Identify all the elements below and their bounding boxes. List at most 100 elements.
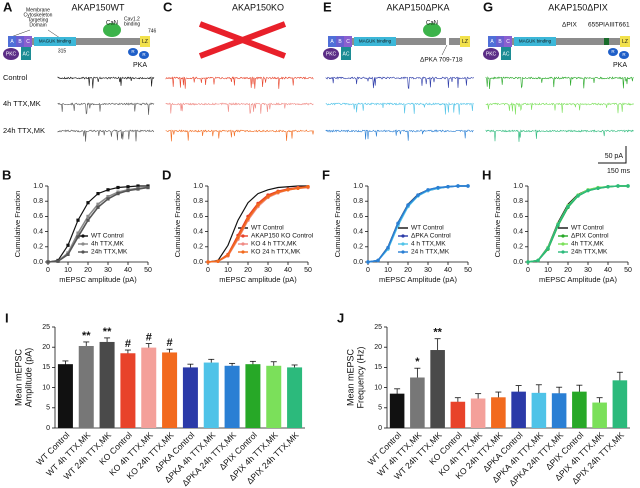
x-tick-label: 30 bbox=[264, 267, 272, 274]
basic-region bbox=[8, 36, 16, 47]
panel-label: I bbox=[5, 310, 9, 325]
y-tick-label: 0.2 bbox=[33, 244, 43, 251]
pka-label: PKA bbox=[133, 62, 147, 69]
bar bbox=[99, 341, 115, 428]
legend-label: 4 h TTX,MK bbox=[411, 241, 446, 248]
panel-label: A bbox=[3, 0, 13, 14]
protein-backbone bbox=[488, 38, 630, 45]
legend-marker bbox=[401, 242, 405, 246]
bar bbox=[592, 402, 607, 428]
pka-label: PKA bbox=[613, 62, 627, 69]
pkc bbox=[3, 48, 19, 60]
can bbox=[423, 23, 441, 37]
region-label: C bbox=[346, 39, 350, 45]
trace-label: Control bbox=[3, 73, 28, 82]
point bbox=[586, 188, 590, 193]
basic-region bbox=[488, 36, 496, 47]
x-axis-label: mEPSC Amplitude (pA) bbox=[379, 275, 457, 284]
bar bbox=[470, 398, 486, 428]
domain-label: Domain bbox=[29, 22, 46, 28]
x-axis-label: mEPSC amplitude (pA) bbox=[219, 275, 297, 284]
y-tick-label: 5 bbox=[46, 405, 50, 412]
y-axis-label: Amplitude (pA) bbox=[23, 348, 33, 408]
point bbox=[86, 214, 90, 218]
pkc-label: PKC bbox=[6, 51, 17, 57]
point bbox=[376, 258, 380, 263]
deletion-label: ΔPIX bbox=[562, 22, 577, 29]
y-axis-label: Cumulative Fraction bbox=[13, 191, 22, 258]
y-tick-label: 0.0 bbox=[353, 259, 363, 266]
trace bbox=[325, 129, 474, 141]
x-tick-label: 10 bbox=[384, 267, 392, 274]
bar bbox=[410, 377, 425, 428]
point bbox=[566, 204, 570, 209]
point bbox=[116, 185, 120, 190]
point bbox=[436, 185, 440, 190]
point bbox=[616, 184, 620, 188]
can-label: CaN bbox=[106, 21, 118, 27]
ac bbox=[501, 47, 511, 60]
region-label: A bbox=[490, 39, 494, 45]
significance: ** bbox=[433, 327, 442, 339]
bar bbox=[511, 391, 526, 428]
y-tick-label: 0.4 bbox=[353, 228, 363, 235]
bar bbox=[162, 352, 178, 428]
panel-label: H bbox=[482, 167, 491, 182]
y-tick-label: 0.6 bbox=[513, 213, 523, 220]
can bbox=[103, 23, 121, 37]
point bbox=[66, 243, 70, 247]
y-tick-label: 0.6 bbox=[353, 213, 363, 220]
point bbox=[66, 252, 70, 256]
point bbox=[626, 184, 630, 188]
point bbox=[216, 259, 220, 263]
bar bbox=[389, 393, 405, 428]
legend-marker bbox=[241, 234, 245, 238]
point bbox=[286, 188, 290, 192]
y-tick-label: 0.8 bbox=[513, 198, 523, 205]
point bbox=[226, 253, 230, 257]
legend-label: WT Control bbox=[571, 225, 604, 232]
legend-marker bbox=[401, 234, 405, 238]
scale-label: 50 pA bbox=[605, 153, 624, 160]
can-label: CaN bbox=[426, 21, 438, 27]
panel-label: F bbox=[322, 167, 330, 182]
legend-label: WT Control bbox=[91, 233, 124, 240]
x-tick-label: 10 bbox=[544, 267, 552, 274]
legend-label: 24h TTX,MK bbox=[571, 249, 608, 256]
r-label: R bbox=[131, 49, 135, 54]
bar bbox=[203, 362, 219, 428]
point bbox=[136, 187, 140, 191]
bar bbox=[491, 397, 506, 428]
y-tick-label: 25 bbox=[374, 324, 382, 331]
y-tick-label: 10 bbox=[374, 384, 382, 391]
residue-label: 315 bbox=[58, 48, 67, 54]
x-tick-label: 0 bbox=[46, 267, 50, 274]
legend-label: KO 4 h TTX,MK bbox=[251, 241, 297, 248]
y-tick-label: 5 bbox=[378, 405, 382, 412]
point bbox=[96, 205, 100, 209]
bar bbox=[450, 401, 466, 428]
r-label: R bbox=[611, 49, 615, 54]
legend-label: WT Control bbox=[411, 225, 444, 232]
point bbox=[576, 194, 580, 198]
legend-label: 24h TTX,MK bbox=[91, 249, 128, 256]
maguk-domain bbox=[34, 37, 76, 46]
ac bbox=[341, 47, 351, 60]
y-tick-label: 0.6 bbox=[33, 213, 43, 220]
point bbox=[126, 188, 130, 193]
legend-marker bbox=[81, 242, 85, 246]
point bbox=[106, 195, 110, 199]
legend-marker bbox=[561, 234, 565, 238]
bar bbox=[245, 364, 261, 428]
protein-backbone bbox=[328, 38, 470, 45]
legend-marker bbox=[561, 242, 565, 246]
y-tick-label: 10 bbox=[42, 384, 50, 391]
region-label: B bbox=[498, 39, 502, 45]
domain-label: Membrane bbox=[26, 7, 50, 13]
pix-site bbox=[604, 38, 609, 45]
point bbox=[116, 192, 120, 196]
y-tick-label: 1.0 bbox=[193, 183, 203, 190]
x-tick-label: 20 bbox=[244, 267, 252, 274]
pka-r bbox=[608, 48, 618, 56]
